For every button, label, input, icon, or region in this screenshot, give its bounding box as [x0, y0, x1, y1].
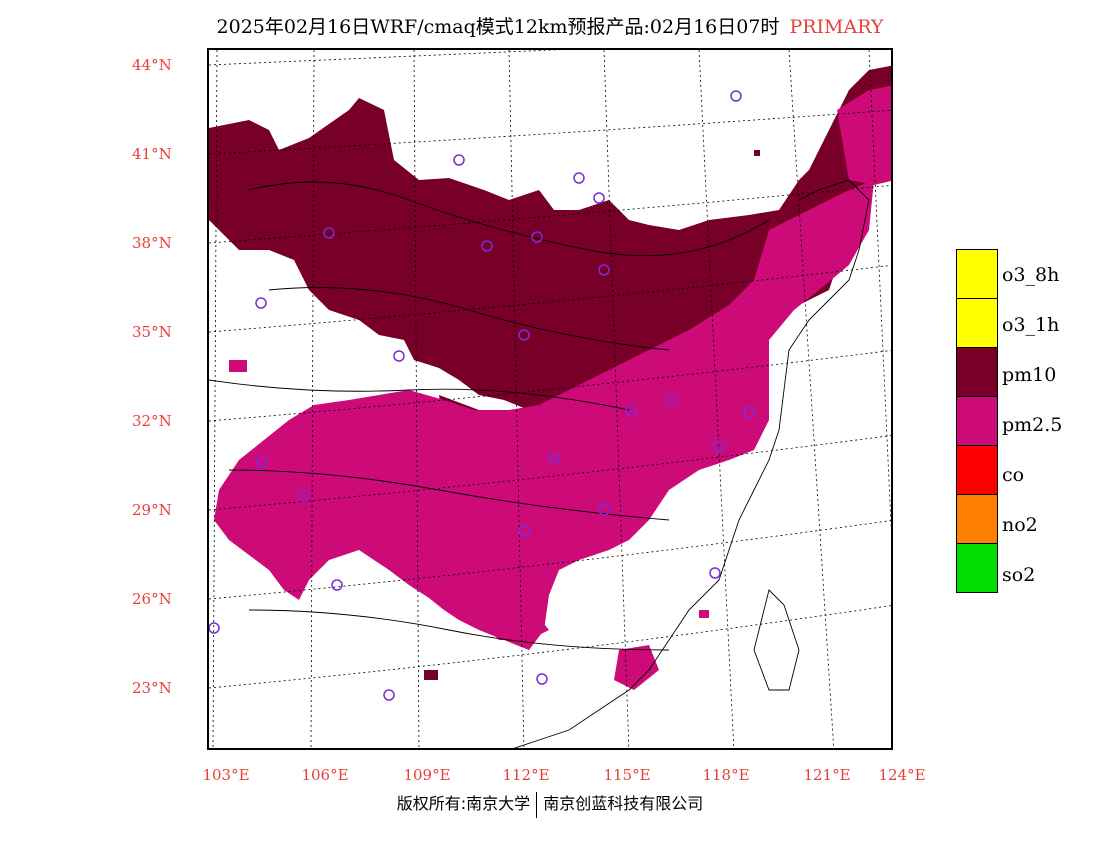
- lat-label: 35°N: [132, 323, 172, 341]
- lat-label: 44°N: [132, 56, 172, 74]
- station-marker: [209, 622, 220, 634]
- footer-divider: [536, 791, 538, 818]
- station-marker: [536, 673, 548, 685]
- station-marker: [256, 456, 268, 468]
- station-marker: [518, 525, 530, 537]
- lat-label: 26°N: [132, 590, 172, 608]
- map-title: 2025年02月16日WRF/cmaq模式12km预报产品:02月16日07时 P…: [0, 12, 1100, 39]
- station-marker: [743, 406, 755, 418]
- station-marker: [665, 394, 677, 406]
- title-tag: PRIMARY: [789, 16, 884, 38]
- station-marker: [573, 172, 585, 184]
- station-marker: [481, 240, 493, 252]
- boundaries: [209, 179, 870, 748]
- legend-label-pm10: pm10: [1002, 364, 1057, 386]
- legend-swatch-pm25: [956, 397, 998, 446]
- legend-swatch-o3-8h: [956, 249, 998, 299]
- map-svg: [209, 50, 891, 748]
- lat-label: 29°N: [132, 501, 172, 519]
- lon-label: 106°E: [301, 766, 349, 784]
- copyright-footer: 版权所有:南京大学 南京创蓝科技有限公司: [0, 790, 1100, 818]
- station-marker: [331, 579, 343, 591]
- station-marker: [531, 231, 543, 243]
- lon-label: 109°E: [403, 766, 451, 784]
- station-marker: [625, 405, 637, 417]
- lat-label: 32°N: [132, 412, 172, 430]
- lat-label: 41°N: [132, 145, 172, 163]
- station-marker: [709, 567, 721, 579]
- lon-label: 115°E: [603, 766, 651, 784]
- station-marker: [518, 329, 530, 341]
- pm25-region: [214, 85, 891, 690]
- legend-swatch-o3-1h: [956, 299, 998, 348]
- legend-label-no2: no2: [1002, 514, 1038, 536]
- station-marker: [393, 350, 405, 362]
- lon-label: 124°E: [878, 766, 926, 784]
- station-marker: [598, 264, 610, 276]
- station-marker: [453, 154, 465, 166]
- lon-label: 112°E: [502, 766, 550, 784]
- station-marker: [383, 689, 395, 701]
- legend-label-so2: so2: [1002, 564, 1036, 586]
- station-marker: [730, 90, 742, 102]
- legend-swatch-co: [956, 446, 998, 495]
- legend-label-co: co: [1002, 464, 1025, 486]
- legend-label-o3-8h: o3_8h: [1002, 264, 1060, 286]
- map-panel: [207, 48, 893, 750]
- lon-label: 118°E: [702, 766, 750, 784]
- station-marker: [298, 490, 310, 502]
- station-marker: [548, 453, 560, 465]
- lon-label: 121°E: [803, 766, 851, 784]
- station-markers: [209, 90, 755, 701]
- station-marker: [713, 440, 725, 452]
- copyright-right: 南京创蓝科技有限公司: [543, 794, 704, 813]
- legend-label-pm25: pm2.5: [1002, 414, 1063, 436]
- legend-swatch-so2: [956, 544, 998, 593]
- legend: [956, 249, 998, 593]
- lon-label: 103°E: [202, 766, 250, 784]
- graticule: [209, 50, 891, 748]
- title-main: 2025年02月16日WRF/cmaq模式12km预报产品:02月16日07时: [216, 16, 780, 38]
- lat-label: 23°N: [132, 679, 172, 697]
- station-marker: [255, 297, 267, 309]
- lat-label: 38°N: [132, 234, 172, 252]
- legend-swatch-pm10: [956, 348, 998, 397]
- station-marker: [593, 192, 605, 204]
- copyright-left: 版权所有:南京大学: [396, 794, 531, 813]
- legend-swatch-no2: [956, 495, 998, 544]
- station-marker: [598, 504, 610, 516]
- legend-label-o3-1h: o3_1h: [1002, 314, 1060, 336]
- station-marker: [323, 227, 335, 239]
